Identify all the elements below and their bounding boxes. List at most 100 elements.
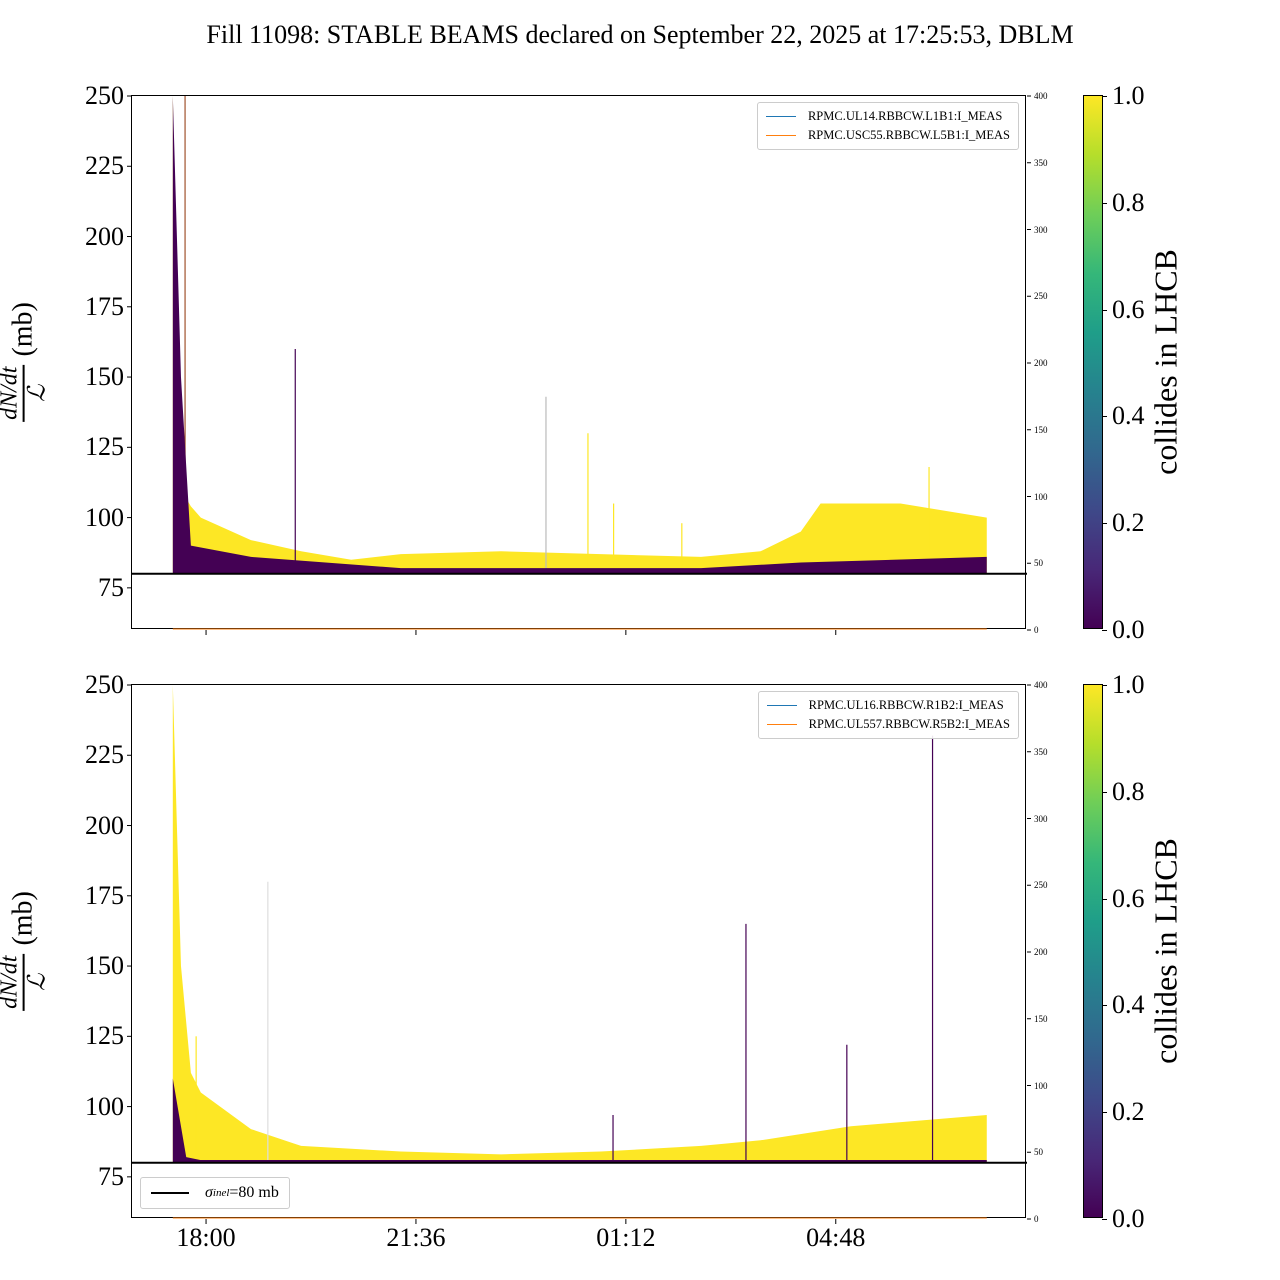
colorbar-tick-label: 0.8 <box>1112 776 1145 806</box>
y2tick-label: 250 <box>1034 291 1048 302</box>
legend-label: RPMC.UL16.RBBCW.R1B2:I_MEAS <box>808 698 1004 712</box>
ytick-label: 175 <box>85 291 124 321</box>
colorbar-tick-mark <box>1102 309 1107 311</box>
y2tick-label: 300 <box>1034 813 1048 824</box>
legend-symbol: σ <box>205 1184 213 1201</box>
colorbar-tick-label: 0.8 <box>1112 187 1145 217</box>
ytick-label: 250 <box>85 81 124 110</box>
colorbar-tick-mark <box>1102 791 1107 793</box>
legend-line <box>765 116 796 117</box>
y2tick-label: 50 <box>1034 558 1043 569</box>
y2tick-label: 200 <box>1034 947 1048 957</box>
legend-entry: RPMC.UL16.RBBCW.R1B2:I_MEAS <box>766 696 1010 715</box>
colorbar-tick-label: 0.4 <box>1112 401 1145 431</box>
reference-legend: σ inel =80 mb <box>140 1177 290 1209</box>
ytick-label: 150 <box>85 362 124 392</box>
bottom-plot: 75 100 125 150 175 200 225 250 0 50 100 150 200 250 30… <box>0 670 1048 1252</box>
ytick-label: 175 <box>85 880 124 910</box>
top-plot: 75 100 125 150 175 200 225 250 0 50 100 150 200 250 30… <box>0 81 1048 635</box>
y2tick-label: 0 <box>1034 625 1039 635</box>
y2tick-label: 300 <box>1034 224 1048 235</box>
ytick-label: 75 <box>98 572 124 602</box>
plot-canvas <box>127 95 1031 635</box>
colorbar-tick-mark <box>1102 1112 1107 1114</box>
colorbar-label: collides in LHCB <box>1147 838 1184 1064</box>
ytick-label: 250 <box>85 670 124 699</box>
colorbar-tick-mark <box>1102 1005 1107 1007</box>
xtick-label: 21:36 <box>386 1223 446 1252</box>
colorbar-tick-label: 0.2 <box>1112 1097 1145 1127</box>
y2tick-label: 100 <box>1034 1080 1048 1091</box>
legend-label: RPMC.UL557.RBBCW.R5B2:I_MEAS <box>808 717 1010 731</box>
legend-line <box>766 724 797 725</box>
colliding-band <box>172 685 987 1163</box>
colliding-band <box>172 96 987 574</box>
y2tick-label: 350 <box>1034 746 1048 757</box>
ytick-label: 100 <box>85 502 124 532</box>
legend-label: RPMC.UL14.RBBCW.L1B1:I_MEAS <box>807 109 1003 123</box>
xtick-label: 04:48 <box>806 1223 866 1252</box>
colorbar-tick-label: 1.0 <box>1112 670 1145 699</box>
ytick-label: 125 <box>85 1021 124 1051</box>
colorbar-tick-mark <box>1102 202 1107 204</box>
colorbar-label: collides in LHCB <box>1147 249 1184 475</box>
legend-line <box>151 1192 189 1194</box>
colorbar-tick-label: 0.6 <box>1112 294 1145 324</box>
y2tick-label: 250 <box>1034 880 1048 891</box>
ylabel-denominator: ℒ <box>25 973 51 991</box>
legend-label: =80 mb <box>229 1184 279 1201</box>
ylabel-fraction: dN/dt ℒ <box>0 953 51 1011</box>
colorbar-tick-mark <box>1102 416 1107 418</box>
colorbar-tick-label: 0.0 <box>1112 615 1145 644</box>
y2tick-label: 0 <box>1034 1214 1039 1224</box>
ytick-label: 150 <box>85 951 124 981</box>
colorbar-tick-label: 0.6 <box>1112 883 1145 913</box>
ytick-label: 100 <box>85 1091 124 1121</box>
y2tick-label: 100 <box>1034 491 1048 502</box>
y-axis-label: dN/dt ℒ (mb) <box>0 302 51 422</box>
ytick-label: 200 <box>85 810 124 840</box>
ylabel-numerator: dN/dt <box>0 364 25 422</box>
y2tick-label: 200 <box>1034 358 1048 368</box>
colorbar-tick-label: 0.0 <box>1112 1204 1145 1233</box>
colorbar-tick-label: 1.0 <box>1112 81 1145 110</box>
y2tick-label: 350 <box>1034 157 1048 168</box>
legend-entry: RPMC.USC55.RBBCW.L5B1:I_MEAS <box>765 126 1010 145</box>
colorbar-tick-mark <box>1102 898 1107 900</box>
legend-entry: RPMC.UL557.RBBCW.R5B2:I_MEAS <box>766 715 1010 734</box>
xtick-label: 01:12 <box>596 1223 656 1252</box>
legend-subscript: inel <box>212 1187 230 1199</box>
ytick-label: 225 <box>85 151 124 181</box>
colorbar-tick-label: 0.4 <box>1112 990 1145 1020</box>
y-axis-label: dN/dt ℒ (mb) <box>0 891 51 1011</box>
legend-entry: RPMC.UL14.RBBCW.L1B1:I_MEAS <box>765 107 1010 126</box>
top-colorbar: 0.0 0.2 0.4 0.6 0.8 1.0 collides in LHCB <box>1083 81 1184 644</box>
colorbar-tick-mark <box>1102 685 1107 686</box>
y2tick-label: 50 <box>1034 1147 1043 1158</box>
ytick-label: 200 <box>85 221 124 251</box>
legend: RPMC.UL16.RBBCW.R1B2:I_MEAS RPMC.UL557.RB… <box>757 691 1019 739</box>
colorbar-tick-mark <box>1102 630 1107 631</box>
legend-line <box>765 135 796 136</box>
ytick-label: 225 <box>85 740 124 770</box>
colorbar-tick-mark <box>1102 1219 1107 1220</box>
ylabel-numerator: dN/dt <box>0 953 25 1011</box>
ylabel-fraction: dN/dt ℒ <box>0 364 51 422</box>
ytick-label: 125 <box>85 432 124 462</box>
legend-line <box>766 705 797 706</box>
legend-label: RPMC.USC55.RBBCW.L5B1:I_MEAS <box>807 128 1010 142</box>
y2tick-label: 150 <box>1034 424 1048 435</box>
plot-area <box>132 96 1027 630</box>
colorbar-tick-label: 0.2 <box>1112 508 1145 538</box>
y2tick-label: 400 <box>1034 680 1048 690</box>
plot-canvas <box>127 684 1031 1224</box>
ylabel-denominator: ℒ <box>25 384 51 402</box>
xtick-label: 18:00 <box>176 1223 236 1252</box>
legend: RPMC.UL14.RBBCW.L1B1:I_MEAS RPMC.USC55.RB… <box>756 102 1019 150</box>
plot-area <box>132 685 1027 1219</box>
bottom-colorbar: 0.0 0.2 0.4 0.6 0.8 1.0 collides in LHCB <box>1083 670 1184 1233</box>
y2tick-label: 150 <box>1034 1013 1048 1024</box>
colorbar-tick-mark <box>1102 523 1107 525</box>
ytick-label: 75 <box>98 1161 124 1191</box>
